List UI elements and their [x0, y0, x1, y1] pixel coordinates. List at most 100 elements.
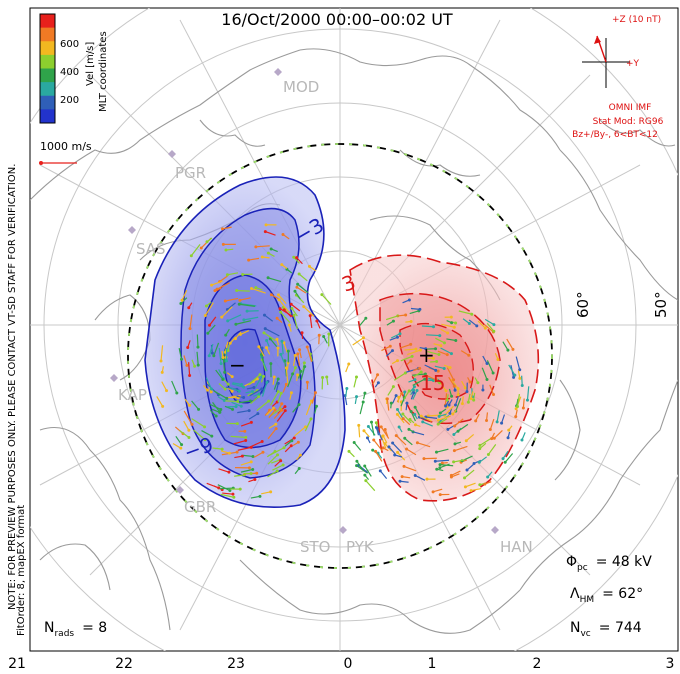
vector-origin	[403, 436, 407, 440]
vector-origin	[231, 492, 235, 496]
station-kap: KAP	[118, 386, 147, 404]
vector-origin	[313, 391, 317, 395]
velocity-vector	[258, 346, 265, 357]
vector-origin	[450, 321, 454, 325]
vector-origin	[280, 402, 284, 406]
vector-origin	[514, 415, 518, 419]
velocity-vector	[231, 383, 244, 388]
velocity-vector	[440, 382, 447, 392]
vector-origin	[452, 384, 456, 388]
vector-origin	[281, 232, 285, 236]
vector-origin	[407, 427, 411, 431]
vector-origin	[204, 304, 208, 308]
velocity-vector	[353, 442, 362, 451]
vector-origin	[257, 394, 261, 398]
vector-origin	[180, 443, 184, 447]
velocity-vector	[287, 373, 294, 388]
velocity-vector	[235, 320, 252, 325]
station-gbr: GBR	[184, 498, 216, 516]
velocity-vector	[218, 369, 224, 379]
velocity-vector	[183, 410, 193, 425]
velocity-vector	[479, 437, 493, 446]
vector-origin	[477, 460, 481, 464]
vector-origin	[239, 404, 243, 408]
velocity-vector	[172, 442, 182, 449]
station-marker-han	[491, 526, 499, 534]
velocity-vector	[193, 429, 206, 441]
vector-origin	[485, 378, 489, 382]
velocity-vector	[385, 315, 398, 321]
vector-origin	[453, 442, 457, 446]
vector-origin	[413, 412, 417, 416]
vector-origin	[252, 386, 256, 390]
velocity-vector	[379, 470, 388, 480]
velocity-vector	[455, 398, 462, 412]
imf-title: OMNI IMF	[609, 103, 652, 113]
velocity-vector	[358, 425, 361, 438]
vector-origin	[266, 251, 270, 255]
vector-origin	[197, 407, 201, 411]
vector-origin	[391, 385, 395, 389]
vector-origin	[179, 357, 183, 361]
velocity-vector	[526, 386, 530, 401]
velocity-vector	[251, 287, 266, 294]
max-potential-marker: +	[418, 343, 435, 367]
velocity-vector	[237, 409, 250, 414]
velocity-vectors	[156, 223, 530, 499]
vector-origin	[363, 464, 367, 468]
vector-origin	[434, 450, 438, 454]
vector-origin	[381, 434, 385, 438]
vector-origin	[405, 447, 409, 451]
vector-origin	[511, 347, 515, 351]
velocity-vector	[267, 277, 282, 283]
vector-origin	[249, 420, 253, 424]
velocity-vector	[161, 381, 168, 391]
vector-origin	[300, 331, 304, 335]
vector-origin	[478, 483, 482, 487]
vector-origin	[514, 407, 518, 411]
vector-origin	[453, 403, 457, 407]
velocity-vector	[305, 400, 313, 416]
vector-origin	[387, 445, 391, 449]
vector-origin	[410, 354, 414, 358]
contour-label-pos15: 15	[420, 371, 445, 395]
velocity-vector	[403, 465, 417, 472]
vector-origin	[413, 423, 417, 427]
imf-z-label: +Z (10 nT)	[612, 15, 661, 25]
vector-origin	[438, 466, 442, 470]
velocity-vector	[216, 282, 230, 290]
vector-origin	[302, 305, 306, 309]
velocity-vector	[427, 350, 440, 356]
velocity-vector	[395, 435, 407, 446]
velocity-vector	[386, 398, 390, 411]
vector-origin	[478, 447, 482, 451]
velocity-vector	[522, 398, 525, 408]
velocity-vector	[399, 343, 411, 349]
vector-origin	[383, 427, 387, 431]
velocity-vector	[304, 418, 312, 432]
vector-origin	[396, 359, 400, 363]
vector-origin	[215, 287, 219, 291]
vector-origin	[282, 308, 286, 312]
vector-origin	[209, 387, 213, 391]
vector-origin	[242, 396, 246, 400]
velocity-vector	[396, 409, 404, 419]
velocity-vector	[211, 280, 223, 286]
vector-origin	[295, 256, 299, 260]
velocity-vector	[265, 231, 276, 236]
vector-origin	[476, 381, 480, 385]
vector-origin	[226, 319, 230, 323]
vector-origin	[357, 423, 361, 427]
vector-origin	[347, 449, 351, 453]
vector-origin	[223, 387, 227, 391]
cross-polar-potential: Φpc = 48 kV	[566, 554, 652, 573]
vector-origin	[436, 422, 440, 426]
vector-origin	[304, 425, 308, 429]
imf-model: Stat Mod: RG96	[593, 117, 664, 127]
vector-origin	[244, 435, 248, 439]
station-pyk: PYK	[346, 538, 375, 556]
vector-origin	[433, 459, 437, 463]
vector-origin	[400, 392, 404, 396]
station-han: HAN	[500, 538, 533, 556]
vector-origin	[180, 298, 184, 302]
